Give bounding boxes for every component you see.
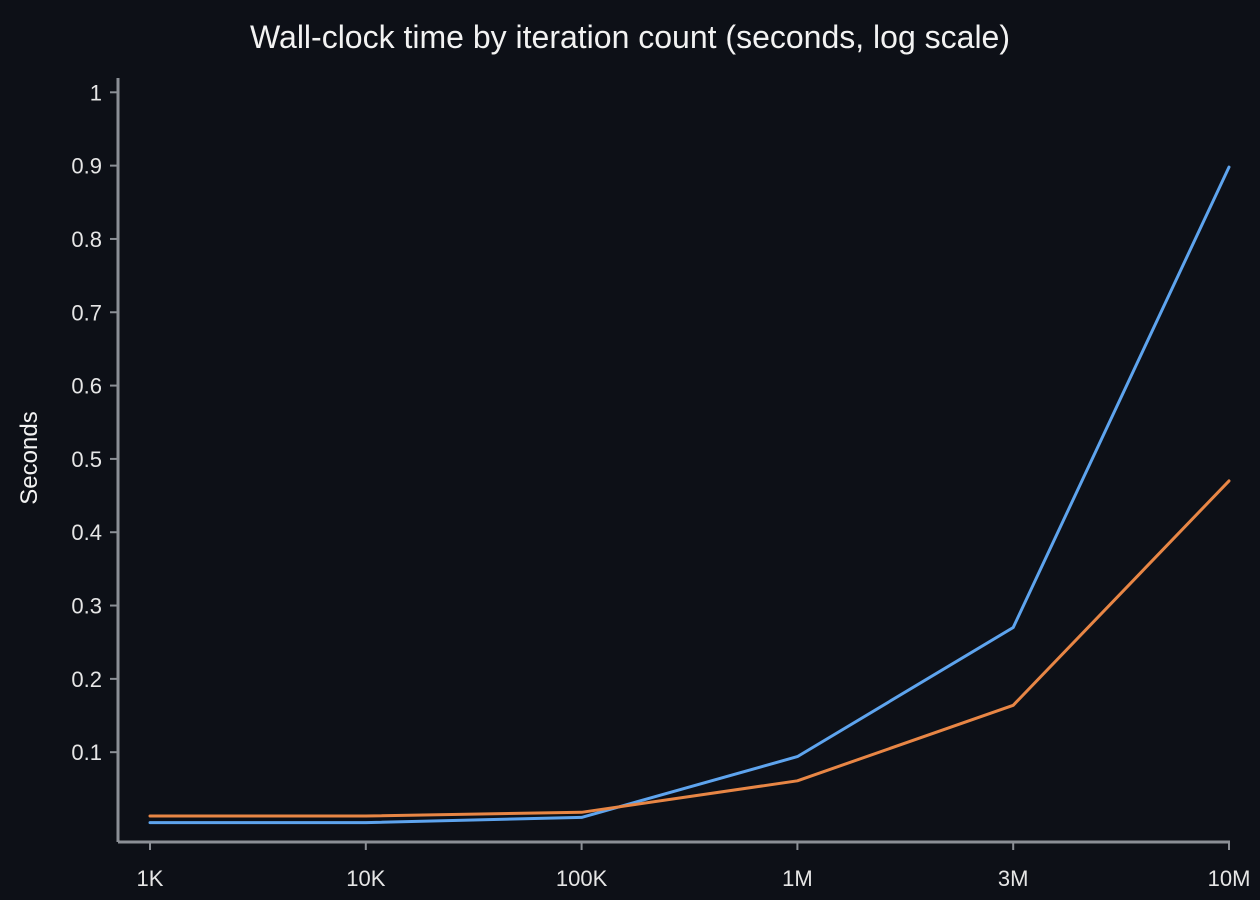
- x-axis-ticks: 1K 10K 100K 1M 3M 10M: [137, 842, 1251, 891]
- series-line-2: [148, 479, 1231, 818]
- x-tick-label: 10K: [346, 866, 385, 891]
- y-tick-label: 0.4: [71, 520, 102, 545]
- x-tick-label: 100K: [556, 866, 608, 891]
- y-tick-label: 0.1: [71, 740, 102, 765]
- y-tick-label: 0.2: [71, 667, 102, 692]
- y-tick-label: 0.7: [71, 300, 102, 325]
- y-tick-label: 0.5: [71, 447, 102, 472]
- series-lines: [148, 165, 1231, 825]
- y-tick-label: 0.8: [71, 227, 102, 252]
- x-tick-label: 3M: [998, 866, 1029, 891]
- x-tick-label: 1K: [137, 866, 164, 891]
- x-tick-label: 1M: [782, 866, 813, 891]
- x-tick-label: 10M: [1208, 866, 1251, 891]
- chart-title: Wall-clock time by iteration count (seco…: [250, 19, 1010, 55]
- series-line-1: [148, 165, 1231, 825]
- y-tick-label: 0.9: [71, 154, 102, 179]
- y-axis-label: Seconds: [16, 411, 43, 504]
- y-tick-label: 0.6: [71, 374, 102, 399]
- y-tick-label: 0.3: [71, 594, 102, 619]
- y-axis-ticks: 0.1 0.2 0.3 0.4 0.5 0.6 0.7 0.8 0.9 1: [71, 80, 118, 765]
- y-tick-label: 1: [90, 80, 102, 105]
